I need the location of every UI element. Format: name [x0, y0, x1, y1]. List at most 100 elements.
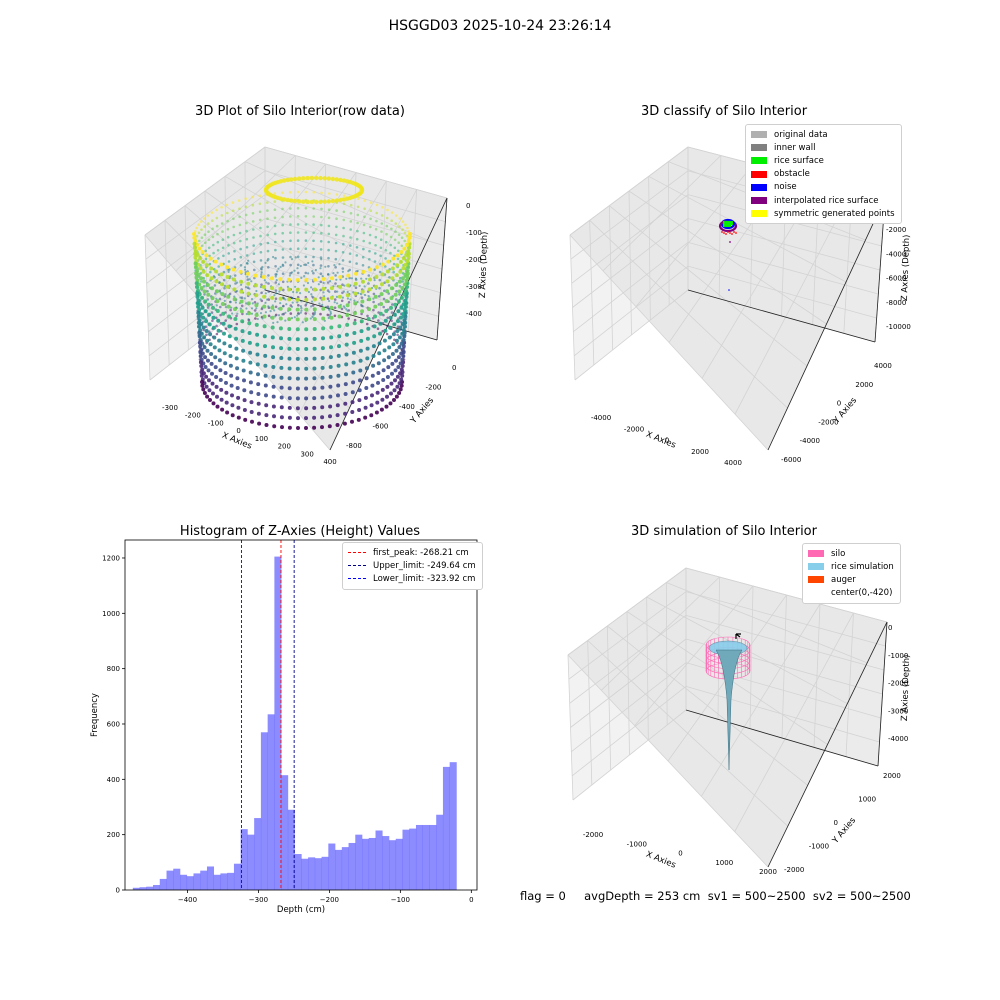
plot1-data-point — [333, 306, 337, 310]
plot1-data-point — [365, 277, 368, 280]
plot1-data-point — [312, 247, 315, 251]
plot1-data-point — [279, 385, 284, 390]
plot1-data-point — [213, 355, 218, 360]
plot1-data-point — [285, 177, 290, 183]
plot1-data-point — [312, 314, 315, 317]
plot1-data-point — [295, 307, 300, 312]
plot1-data-point — [390, 319, 393, 323]
plot1-data-point — [337, 334, 342, 339]
plot1-data-point — [399, 351, 404, 356]
plot1-data-point — [312, 231, 315, 234]
plot1-data-point — [219, 397, 224, 402]
plot1-data-point — [342, 226, 345, 230]
plot1-data-point — [312, 405, 317, 410]
plot1-data-point — [206, 298, 210, 301]
plot1-data-point — [256, 401, 261, 406]
plot1-data-point — [320, 231, 323, 235]
plot1-data-point — [329, 345, 333, 350]
plot1-data-point — [373, 260, 377, 263]
plot1-data-point — [207, 312, 212, 317]
plot1-data-point — [312, 376, 317, 381]
plot1-data-point — [336, 290, 339, 293]
plot1-data-point — [386, 365, 391, 370]
plot1-data-point — [392, 322, 397, 327]
plot1-x-axis-line — [329, 197, 448, 451]
plot4-model — [705, 633, 751, 771]
plot1-data-point — [394, 283, 399, 287]
plot1-data-point — [206, 222, 210, 225]
plot1-data-point — [263, 353, 268, 358]
plot1-data-point — [385, 394, 389, 399]
plot1-data-point — [389, 251, 392, 255]
plot1-data-point — [385, 289, 390, 294]
plot1-data-point — [391, 342, 396, 347]
plot1-data-point — [310, 305, 313, 308]
plot1-data-point — [223, 361, 228, 366]
plot1-data-point — [199, 276, 204, 281]
plot1-data-point — [212, 243, 215, 247]
plot1-data-point — [208, 398, 212, 402]
plot1-data-point — [220, 282, 224, 287]
histogram-bar — [436, 814, 444, 890]
plot1-data-point — [305, 302, 308, 305]
plot1-data-point — [314, 199, 319, 205]
plot1-data-point — [275, 273, 278, 276]
plot1-data-point — [244, 205, 248, 209]
plot1-data-point — [394, 230, 397, 233]
plot1-data-point — [223, 299, 226, 302]
plot1-data-point — [312, 191, 316, 194]
plot1-data-point — [326, 281, 330, 284]
plot1-data-point — [202, 391, 207, 395]
plot1-data-point — [271, 355, 276, 360]
plot1-data-point — [271, 394, 276, 399]
plot1-data-point — [209, 276, 214, 281]
plot1-data-point — [394, 273, 399, 278]
plot1-data-point — [396, 309, 401, 314]
plot1-data-point — [320, 365, 325, 370]
plot1-data-point — [275, 279, 278, 282]
plot1-data-point — [381, 206, 384, 209]
plot1-data-point — [255, 332, 260, 337]
plot2-x-tick-label: -2000 — [624, 425, 644, 433]
plot1-data-point — [304, 190, 308, 194]
plot2-data-point — [732, 222, 736, 225]
plot1-data-point — [278, 290, 281, 293]
plot1-data-point — [337, 324, 342, 329]
plot1-data-point — [202, 285, 206, 288]
plot1-data-point — [340, 299, 344, 303]
plot1-data-point — [319, 248, 323, 251]
plot1-data-point — [262, 334, 267, 339]
plot1-x-tick-label: 100 — [255, 435, 268, 443]
plot1-data-point — [226, 235, 230, 239]
plot1-data-point — [224, 400, 229, 405]
plot1-data-point — [213, 284, 217, 287]
plot1-data-point — [255, 352, 260, 357]
plot1-data-point — [236, 312, 239, 315]
plot1-data-point — [342, 242, 345, 246]
plot1-data-point — [235, 376, 240, 381]
plot1-data-point — [375, 211, 379, 215]
plot1-data-point — [386, 208, 389, 212]
plot2-data-point — [722, 222, 726, 226]
plot1-data-point — [296, 271, 300, 275]
plot1-data-point — [359, 338, 364, 343]
plot1-data-point — [209, 270, 212, 274]
plot1-data-point — [299, 311, 302, 314]
plot1-data-point — [274, 300, 277, 303]
plot2-z-tick-label: -2000 — [886, 226, 906, 234]
plot1-axes-box: -300 -200 -100 0 100 200 300 400 -800 -600 -400 -20… — [144, 146, 490, 466]
histogram-bar — [193, 873, 201, 890]
plot1-data-point — [341, 283, 344, 287]
plot1-data-point — [293, 316, 296, 319]
plot1-data-point — [304, 271, 308, 275]
plot1-data-point — [244, 286, 248, 289]
plot1-data-point — [270, 276, 274, 281]
plot1-data-point — [350, 410, 355, 414]
plot1-data-point — [228, 344, 233, 349]
plot1-data-point — [320, 415, 325, 420]
plot1-data-point — [221, 238, 225, 241]
plot1-data-point — [327, 240, 331, 244]
plot1-data-point — [344, 352, 349, 357]
plot1-data-point — [368, 277, 372, 282]
plot1-data-point — [211, 401, 216, 406]
